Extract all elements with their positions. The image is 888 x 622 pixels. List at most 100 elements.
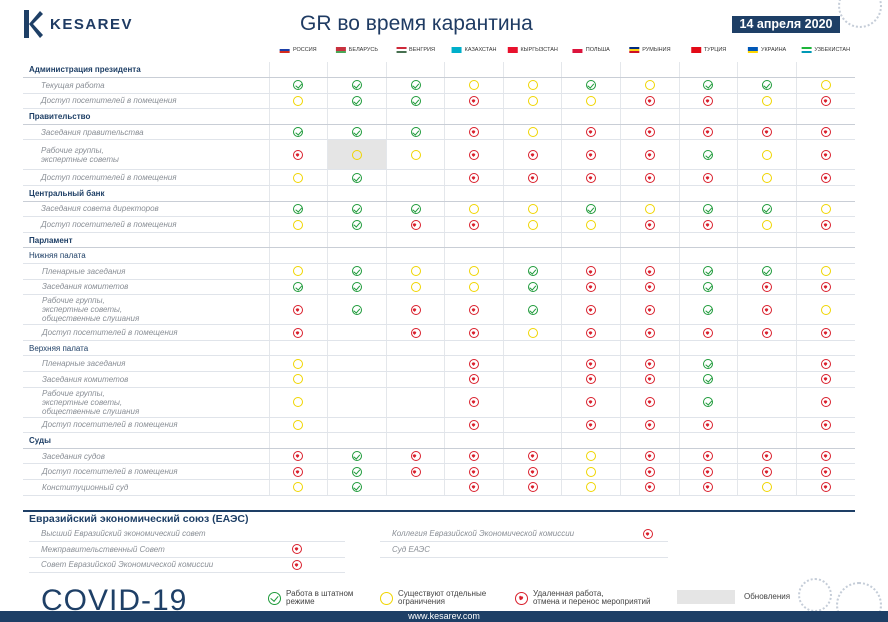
x-circle-icon <box>469 451 480 462</box>
status-cell <box>327 479 387 496</box>
yellow-circle-icon <box>293 358 304 369</box>
status-cell <box>502 371 562 388</box>
x-circle-icon <box>293 304 304 315</box>
status-cell <box>795 77 855 94</box>
status-cell <box>737 232 797 249</box>
legend-ok: Работа в штатном режиме <box>268 590 353 606</box>
x-circle-icon <box>293 327 304 338</box>
status-cell <box>620 93 680 110</box>
country-name: УЗБЕКИСТАН <box>814 47 851 53</box>
status-cell <box>444 201 504 218</box>
x-circle-icon <box>293 149 304 160</box>
status-cell <box>678 201 738 218</box>
x-circle-icon <box>703 219 714 230</box>
status-cell <box>678 185 738 202</box>
status-cell <box>444 387 504 418</box>
x-circle-icon <box>469 95 480 106</box>
eaes-divider <box>23 510 855 512</box>
status-cell <box>268 340 328 357</box>
yellow-circle-icon <box>762 172 773 183</box>
status-cell <box>444 139 504 171</box>
table-row: Доступ посетителей в помещения <box>23 216 855 233</box>
status-cell <box>678 124 738 141</box>
section-title: Верхняя палата <box>23 340 270 357</box>
status-cell <box>737 387 797 418</box>
status-cell <box>268 417 328 434</box>
country-9: УКРАИНА <box>747 47 787 53</box>
yellow-circle-icon <box>410 266 421 277</box>
check-circle-icon <box>762 266 773 277</box>
country-name: ВЕНГРИЯ <box>409 47 435 53</box>
status-cell <box>678 432 738 449</box>
x-circle-icon <box>586 327 597 338</box>
status-cell <box>502 232 562 249</box>
status-cell <box>502 108 562 125</box>
x-circle-icon <box>762 304 773 315</box>
status-cell <box>444 371 504 388</box>
x-circle-icon <box>644 219 655 230</box>
check-circle-icon <box>410 127 421 138</box>
x-circle-icon <box>469 304 480 315</box>
eaes-item-label: Совет Евразийской Экономической комиссии <box>41 560 214 569</box>
status-cell <box>620 139 680 171</box>
yellow-circle-icon <box>469 203 480 214</box>
country-name: УКРАИНА <box>760 47 787 53</box>
check-circle-icon <box>703 266 714 277</box>
status-cell <box>561 294 621 326</box>
country-1: РОССИЯ <box>279 47 317 53</box>
x-circle-icon <box>820 149 831 160</box>
status-cell <box>678 294 738 326</box>
yellow-circle-icon <box>293 482 304 493</box>
table-section-row: Нижняя палата <box>23 247 855 265</box>
x-circle-icon <box>762 281 773 292</box>
status-cell <box>620 355 680 372</box>
status-cell <box>327 169 387 187</box>
status-cell <box>561 108 621 125</box>
eaes-item: Суд ЕАЭС <box>392 542 430 557</box>
legend-ok-label: Работа в штатном режиме <box>286 589 354 606</box>
status-cell <box>737 463 797 480</box>
status-cell <box>502 340 562 357</box>
country-name: КЫРГЫЗСТАН <box>520 47 558 53</box>
status-cell <box>268 201 328 218</box>
status-cell <box>385 201 445 218</box>
legend-remote: Удаленная работа, отмена и перенос мероп… <box>515 590 650 606</box>
status-cell <box>268 139 328 171</box>
x-circle-icon <box>703 172 714 183</box>
status-cell <box>678 279 738 296</box>
check-circle-icon <box>293 281 304 292</box>
status-cell <box>620 279 680 296</box>
yellow-circle-icon <box>586 466 597 477</box>
status-cell <box>268 232 328 249</box>
status-cell <box>385 124 445 141</box>
yellow-circle-icon <box>293 419 304 430</box>
row-label: Доступ посетителей в помещения <box>23 324 270 341</box>
check-circle-icon <box>527 304 538 315</box>
status-cell <box>795 479 855 496</box>
status-cell <box>444 324 504 341</box>
table-row: Доступ посетителей в помещения <box>23 324 855 341</box>
status-cell <box>620 448 680 465</box>
status-cell <box>385 232 445 249</box>
check-circle-icon <box>351 203 362 214</box>
flag-icon <box>572 47 583 53</box>
logo[interactable]: KESAREV <box>22 9 133 39</box>
status-cell <box>737 169 797 187</box>
table-row: Пленарные заседания <box>23 355 855 372</box>
x-circle-icon <box>820 127 831 138</box>
x-circle-icon <box>527 451 538 462</box>
status-cell <box>327 77 387 94</box>
x-circle-icon <box>293 451 304 462</box>
status-cell <box>620 432 680 449</box>
x-circle-icon <box>469 327 480 338</box>
row-label: Рабочие группы, экспертные советы, общес… <box>23 294 270 326</box>
status-cell <box>737 185 797 202</box>
status-cell <box>444 185 504 202</box>
check-circle-icon <box>586 80 597 91</box>
status-cell <box>385 355 445 372</box>
footer-url[interactable]: www.kesarev.com <box>0 611 888 622</box>
yellow-circle-icon <box>410 281 421 292</box>
check-circle-icon <box>703 304 714 315</box>
status-cell <box>620 185 680 202</box>
status-cell <box>737 432 797 449</box>
